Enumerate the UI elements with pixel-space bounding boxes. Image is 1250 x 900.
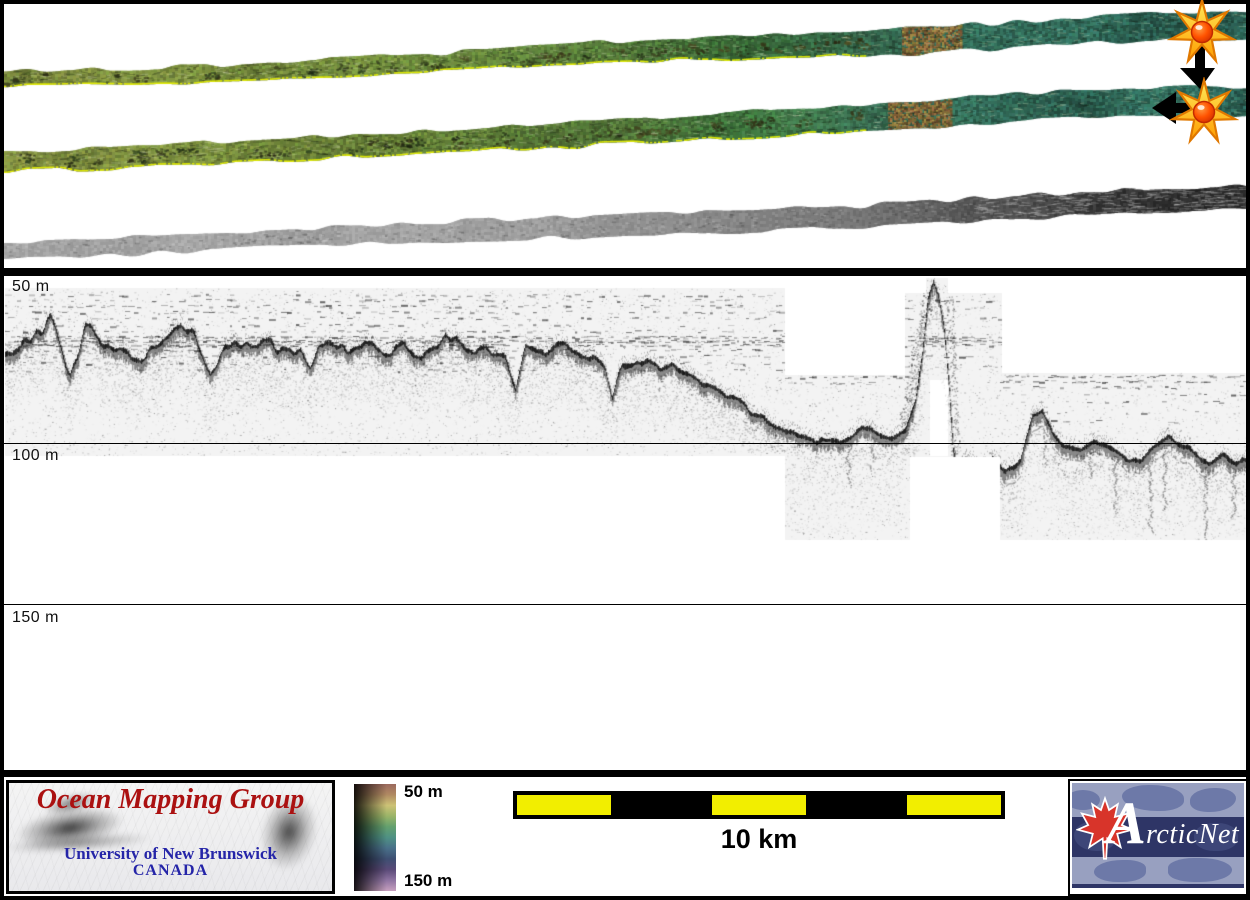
colorbar-hillshade-overlay	[354, 784, 396, 891]
scale-segment-black	[810, 791, 904, 819]
depth-tick-150m: 150 m	[12, 609, 59, 626]
starburst-icon	[1169, 77, 1239, 145]
left-arrow-icon	[1152, 92, 1208, 124]
scale-segment-yellow	[907, 795, 1001, 815]
maple-leaf-icon	[1076, 795, 1134, 860]
omg-logo-university: University of New Brunswick	[64, 844, 277, 863]
subbottom-profile-panel	[4, 276, 1246, 770]
arcticnet-rest: rcticNet	[1146, 819, 1240, 850]
scale-segment-yellow	[517, 795, 611, 815]
arcticnet-wordmark: A rcticNet	[1106, 790, 1240, 856]
depth-gridline-150m	[4, 604, 1246, 605]
arctic-landmass	[1194, 823, 1238, 851]
arcticnet-logo-art: A rcticNet	[1072, 783, 1244, 892]
scale-segment-black	[615, 791, 709, 819]
depth-tick-50m: 50 m	[12, 278, 50, 295]
scale-bar-label: 10 km	[720, 824, 798, 854]
arctic-landmass	[1168, 858, 1232, 882]
arcticnet-logo: A rcticNet	[1068, 779, 1248, 896]
depth-color-legend	[354, 784, 396, 891]
arctic-landmass	[1094, 860, 1146, 882]
arcticnet-initial: A	[1106, 790, 1147, 856]
colorbar-bottom-label: 150 m	[404, 871, 453, 890]
depth-gridline-100m	[4, 443, 1246, 444]
arctic-landmass	[1122, 785, 1184, 811]
arctic-base-strip	[1072, 884, 1244, 888]
scale-segment-yellow	[712, 795, 806, 815]
depth-tick-100m: 100 m	[12, 447, 59, 464]
swath-panel	[4, 0, 1246, 268]
starburst-icon	[1167, 0, 1237, 65]
seismic-profile-image	[4, 276, 1246, 770]
colorbar-top-label: 50 m	[404, 782, 443, 801]
down-arrow-icon	[1180, 44, 1215, 89]
legend-footer: Ocean Mapping Group University of New Br…	[4, 777, 1248, 896]
omg-logo: Ocean Mapping Group University of New Br…	[6, 780, 335, 894]
map-scale-bar	[513, 791, 1005, 819]
omg-logo-country: CANADA	[132, 862, 209, 879]
swath-strips-image	[4, 4, 1246, 268]
omg-logo-title: Ocean Mapping Group	[36, 784, 305, 815]
